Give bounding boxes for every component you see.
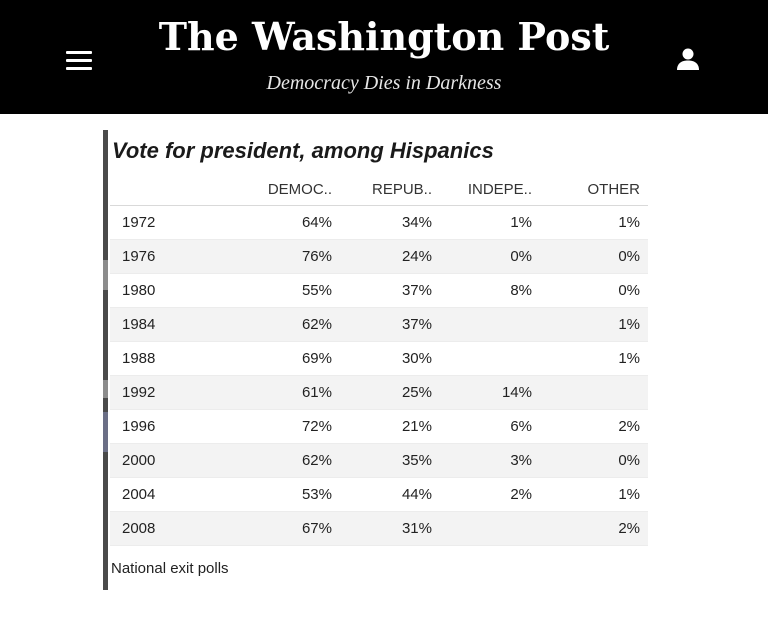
cell-independent: 8% (440, 273, 540, 308)
cell-independent: 1% (440, 205, 540, 240)
cell-democrat: 62% (210, 307, 340, 342)
cell-year: 2000 (110, 443, 210, 478)
cell-republican: 31% (340, 511, 440, 546)
table-row: 1996 72% 21% 6% 2% (110, 409, 648, 444)
menu-bar (66, 51, 92, 54)
table-row: 2000 62% 35% 3% 0% (110, 443, 648, 478)
cell-year: 1996 (110, 409, 210, 444)
cell-other: 2% (540, 409, 648, 444)
cell-republican: 34% (340, 205, 440, 240)
cell-year: 1980 (110, 273, 210, 308)
cell-democrat: 61% (210, 375, 340, 410)
column-header-year (110, 173, 210, 206)
cell-republican: 44% (340, 477, 440, 512)
cell-independent: 6% (440, 409, 540, 444)
cell-republican: 21% (340, 409, 440, 444)
cell-year: 1976 (110, 239, 210, 274)
table-row: 1992 61% 25% 14% (110, 375, 648, 410)
cell-other: 1% (540, 307, 648, 342)
cell-republican: 24% (340, 239, 440, 274)
cell-independent (440, 307, 540, 342)
cell-democrat: 67% (210, 511, 340, 546)
table-row: 1972 64% 34% 1% 1% (110, 205, 648, 240)
cell-democrat: 64% (210, 205, 340, 240)
cell-other: 0% (540, 273, 648, 308)
hamburger-menu-icon[interactable] (64, 46, 94, 72)
cell-democrat: 53% (210, 477, 340, 512)
cell-independent: 14% (440, 375, 540, 410)
column-header-independent: INDEPE.. (440, 173, 540, 206)
rule-shade (103, 260, 108, 290)
column-header-republican: REPUB.. (340, 173, 440, 206)
table-row: 1976 76% 24% 0% 0% (110, 239, 648, 274)
cell-other: 2% (540, 511, 648, 546)
cell-other: 0% (540, 443, 648, 478)
column-header-democrat: DEMOC.. (210, 173, 340, 206)
menu-bar (66, 59, 92, 62)
user-icon-graphic (677, 48, 699, 70)
figure-left-rule (103, 130, 108, 590)
rule-shade (103, 380, 108, 398)
cell-other: 1% (540, 477, 648, 512)
menu-bar (66, 67, 92, 70)
cell-democrat: 76% (210, 239, 340, 274)
cell-republican: 30% (340, 341, 440, 376)
cell-year: 2004 (110, 477, 210, 512)
cell-independent: 2% (440, 477, 540, 512)
article-figure: Vote for president, among Hispanics DEMO… (103, 130, 648, 590)
table-row: 1984 62% 37% 1% (110, 307, 648, 342)
cell-other (540, 375, 648, 410)
cell-year: 1988 (110, 341, 210, 376)
cell-independent (440, 511, 540, 546)
cell-year: 1972 (110, 205, 210, 240)
cell-other: 1% (540, 205, 648, 240)
cell-republican: 25% (340, 375, 440, 410)
table-row: 2008 67% 31% 2% (110, 511, 648, 546)
table-header-row: DEMOC.. REPUB.. INDEPE.. OTHER (110, 173, 648, 206)
table-row: 2004 53% 44% 2% 1% (110, 477, 648, 512)
cell-democrat: 69% (210, 341, 340, 376)
table-row: 1988 69% 30% 1% (110, 341, 648, 376)
cell-year: 1984 (110, 307, 210, 342)
cell-year: 1992 (110, 375, 210, 410)
cell-independent: 0% (440, 239, 540, 274)
cell-democrat: 62% (210, 443, 340, 478)
chart-title: Vote for president, among Hispanics (112, 138, 494, 163)
cell-other: 1% (540, 341, 648, 376)
table-row: 1980 55% 37% 8% 0% (110, 273, 648, 308)
cell-republican: 37% (340, 273, 440, 308)
cell-democrat: 72% (210, 409, 340, 444)
masthead-logo[interactable]: The Washington Post (158, 14, 610, 59)
vote-table: DEMOC.. REPUB.. INDEPE.. OTHER 1972 64% 34… (110, 173, 648, 546)
rule-shade (103, 412, 108, 452)
table-body: 1972 64% 34% 1% 1% 1976 76% 24% 0% 0% 1980 55% 37% 8%… (110, 205, 648, 546)
cell-republican: 37% (340, 307, 440, 342)
cell-republican: 35% (340, 443, 440, 478)
column-header-other: OTHER (540, 173, 648, 206)
tagline: Democracy Dies in Darkness (266, 72, 502, 94)
user-account-icon[interactable] (676, 46, 700, 74)
cell-other: 0% (540, 239, 648, 274)
site-header: The Washington Post Democracy Dies in Da… (0, 0, 768, 114)
cell-independent: 3% (440, 443, 540, 478)
source-note: National exit polls (111, 560, 229, 577)
cell-democrat: 55% (210, 273, 340, 308)
cell-independent (440, 341, 540, 376)
cell-year: 2008 (110, 511, 210, 546)
